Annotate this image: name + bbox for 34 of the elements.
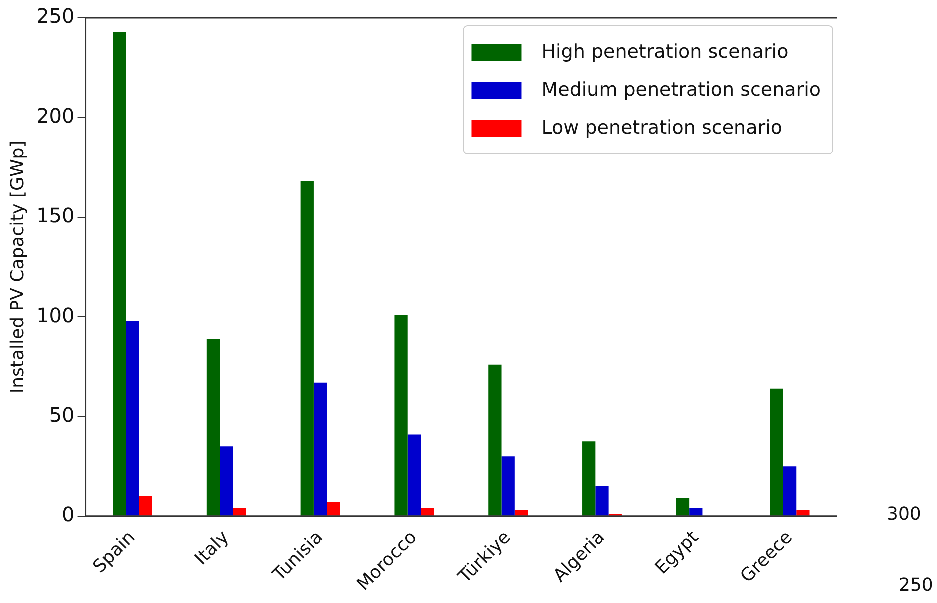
bar — [139, 496, 152, 516]
bar — [300, 181, 314, 516]
legend-label: High penetration scenario — [542, 40, 789, 63]
bar — [488, 364, 502, 516]
legend-label: Low penetration scenario — [542, 116, 782, 139]
text: 250 — [899, 575, 934, 596]
bar — [233, 508, 246, 516]
bar — [770, 388, 784, 516]
bar — [796, 510, 810, 516]
bar — [408, 434, 422, 516]
bar — [596, 486, 609, 516]
text: 300 — [887, 504, 922, 526]
bar — [314, 382, 328, 516]
bar — [394, 315, 408, 516]
bar — [126, 321, 140, 516]
bar — [783, 466, 797, 516]
bar — [502, 456, 515, 516]
y-axis-title: Installed PV Capacity [GWp] — [7, 140, 28, 394]
y-tick-label: 250 — [36, 4, 75, 28]
y-tick-label: 150 — [36, 204, 75, 228]
bar — [421, 508, 434, 516]
bar — [220, 446, 234, 516]
bar — [514, 510, 528, 516]
bar — [676, 498, 690, 516]
bar — [690, 508, 703, 516]
legend-label: Medium penetration scenario — [542, 78, 822, 101]
y-tick-label: 50 — [49, 402, 75, 427]
y-tick-label: 200 — [36, 104, 75, 128]
y-tick-label: 100 — [36, 303, 75, 328]
bar — [582, 442, 596, 516]
bar — [206, 338, 220, 516]
bar — [113, 32, 126, 516]
bar — [327, 502, 340, 516]
y-tick-label: 0 — [62, 502, 75, 527]
